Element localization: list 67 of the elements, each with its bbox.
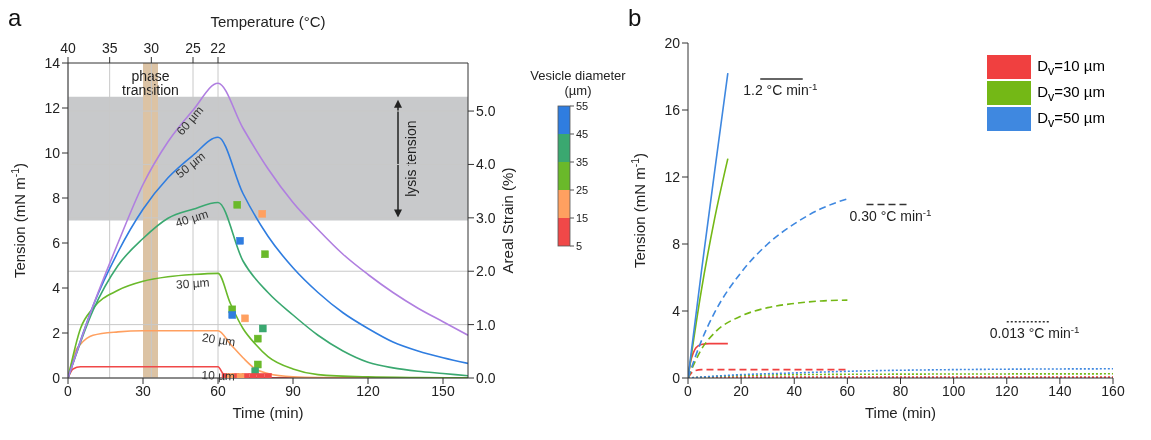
text: a (8, 4, 22, 32)
band-label: lysis tension (402, 120, 419, 197)
y2-tick-label: 3.0 (476, 209, 496, 226)
band-label: phase transition (122, 67, 179, 98)
annotation: 1.2 °C min$^{-1}$ (743, 80, 818, 98)
y-tick-label: 12 (664, 168, 681, 185)
legend-label: D$_{v}$=30 µm (1037, 82, 1105, 104)
x-axis-title: Time (min) (232, 404, 304, 421)
y2-tick-label: 4.0 (476, 156, 496, 173)
y2-axis-title: Areal Strain (%) (499, 167, 516, 274)
x2-axis-title: Temperature (°C) (210, 13, 326, 30)
color-bar-label: 55 (576, 100, 589, 112)
x-tick-label: 20 (733, 382, 750, 399)
y-tick-label: 10 (44, 144, 61, 161)
color-bar-label: 5 (576, 240, 583, 252)
text: 50 µm (173, 149, 208, 182)
x-tick-label: 160 (1101, 382, 1125, 399)
x2-tick-label: 40 (60, 40, 76, 56)
y-tick-label: 8 (672, 235, 681, 252)
y-tick-label: 20 (664, 34, 681, 51)
color-bar-label: 25 (576, 184, 589, 196)
x-tick-label: 30 (135, 382, 151, 399)
color-bar-label: 35 (576, 156, 589, 168)
x2-tick-label: 35 (101, 40, 118, 56)
text: 40 µm (173, 206, 210, 231)
y-tick-label: 0 (52, 369, 61, 386)
x-tick-label: 90 (285, 382, 301, 399)
color-bar-label: 15 (576, 212, 589, 224)
x-tick-label: 60 (210, 382, 226, 399)
legend-label: D$_{v}$=10 µm (1037, 56, 1105, 78)
y-tick-label: 8 (52, 189, 61, 206)
legend-label: D$_{v}$=50 µm (1037, 108, 1105, 130)
x-tick-label: 0 (64, 382, 73, 399)
y-tick-label: 12 (44, 99, 61, 116)
y-tick-label: 0 (672, 369, 681, 386)
y2-tick-label: 0.0 (476, 369, 496, 386)
series-label: 10 µm (201, 367, 236, 384)
color-bar-label: 45 (576, 128, 589, 140)
y-tick-label: 6 (52, 234, 61, 251)
color-bar-title: Vesicle diameter (µm) (529, 68, 627, 98)
y2-tick-label: 2.0 (476, 263, 496, 280)
text: 20 µm (200, 330, 237, 350)
text: 60 µm (173, 103, 207, 138)
x-tick-label: 0 (684, 382, 693, 399)
annotation: 0.013 °C min$^{-1}$ (989, 323, 1080, 341)
y-tick-label: 14 (44, 54, 61, 71)
x-tick-label: 140 (1048, 382, 1072, 399)
x-tick-label: 60 (839, 382, 856, 399)
y2-tick-label: 5.0 (476, 103, 496, 120)
text: b (628, 4, 642, 32)
x-tick-label: 120 (995, 382, 1019, 399)
x-tick-label: 40 (786, 382, 803, 399)
annotation: 0.30 °C min$^{-1}$ (849, 206, 932, 224)
x-tick-label: 120 (356, 382, 380, 399)
x2-tick-label: 30 (143, 40, 160, 56)
y2-tick-label: 1.0 (476, 316, 496, 333)
x-tick-label: 80 (892, 382, 909, 399)
y-tick-label: 4 (52, 279, 61, 296)
x2-tick-label: 22 (210, 40, 226, 56)
x-axis-title: Time (min) (864, 404, 937, 421)
y-tick-label: 4 (672, 302, 681, 319)
x-tick-label: 150 (431, 382, 455, 399)
x-tick-label: 100 (941, 382, 966, 399)
series-label: 30 µm (175, 275, 210, 292)
y-tick-label: 2 (52, 324, 61, 341)
y-tick-label: 16 (664, 101, 681, 118)
x2-tick-label: 25 (185, 40, 201, 56)
